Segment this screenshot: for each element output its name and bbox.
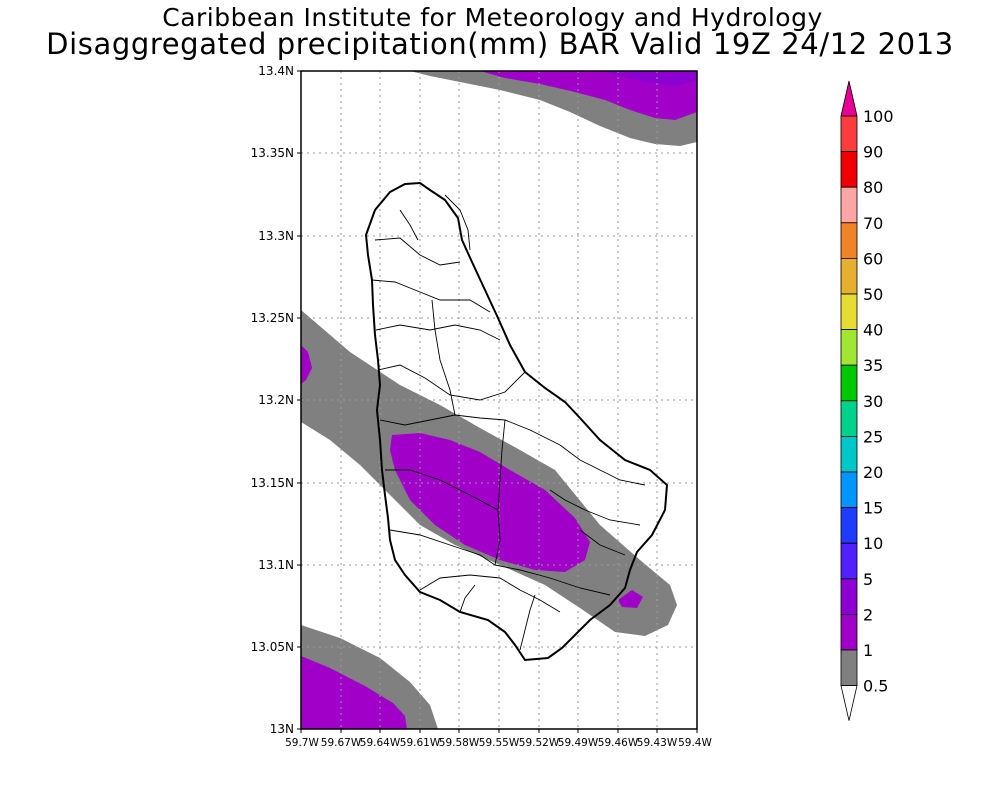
colorbar-label: 40 bbox=[863, 321, 883, 340]
lat-label: 13.2N bbox=[258, 393, 294, 407]
lat-tick-marks bbox=[297, 70, 301, 730]
lon-tick-marks bbox=[300, 729, 698, 733]
lat-label: 13.15N bbox=[251, 476, 294, 490]
precip-shading bbox=[301, 71, 697, 729]
colorbar-segment bbox=[840, 649, 858, 686]
lon-label: 59.67W bbox=[321, 737, 362, 749]
colorbar-segment bbox=[840, 257, 858, 295]
chart-title: Caribbean Institute for Meteorology and … bbox=[162, 3, 823, 32]
lon-label: 59.46W bbox=[598, 737, 639, 749]
colorbar-label: 35 bbox=[863, 356, 883, 375]
lon-label: 59.52W bbox=[519, 737, 560, 749]
colorbar-label: 80 bbox=[863, 178, 883, 197]
precip-band-ne-core bbox=[600, 71, 697, 86]
lon-label: 59.43W bbox=[637, 737, 678, 749]
precip-band-west-spot bbox=[301, 345, 312, 384]
lon-label: 59.55W bbox=[479, 737, 520, 749]
colorbar-segment bbox=[840, 471, 858, 508]
colorbar-segment bbox=[840, 400, 858, 437]
colorbar-label: 60 bbox=[863, 249, 883, 268]
colorbar-label: 30 bbox=[863, 392, 883, 411]
colorbar-segment bbox=[840, 115, 858, 152]
precip-band-se-spot bbox=[618, 590, 643, 608]
colorbar-label: 15 bbox=[863, 499, 883, 518]
colorbar-segment bbox=[840, 435, 858, 473]
colorbar-label: 2 bbox=[863, 605, 873, 624]
chart-subtitle: Disaggregated precipitation(mm) BAR Vali… bbox=[46, 27, 954, 61]
colorbar-label: 20 bbox=[863, 463, 883, 482]
colorbar-segment bbox=[840, 222, 858, 259]
colorbar-label: 0.5 bbox=[863, 677, 888, 696]
lon-label: 59.49W bbox=[558, 737, 599, 749]
precip-band-ne-heavy bbox=[480, 71, 697, 120]
lat-label: 13.3N bbox=[258, 229, 294, 243]
colorbar-segment bbox=[840, 329, 858, 366]
lon-label: 59.58W bbox=[439, 737, 480, 749]
colorbar-label: 70 bbox=[863, 214, 883, 233]
colorbar-label: 50 bbox=[863, 285, 883, 304]
lon-label: 59.64W bbox=[360, 737, 401, 749]
lon-label: 59.7W bbox=[285, 737, 319, 749]
colorbar-top-triangle bbox=[840, 80, 858, 117]
colorbar-segment bbox=[840, 507, 858, 544]
colorbar-label: 5 bbox=[863, 570, 873, 589]
colorbar-segment bbox=[840, 293, 858, 330]
lat-label: 13.05N bbox=[251, 640, 294, 654]
lat-label: 13.35N bbox=[251, 146, 294, 160]
colorbar-bottom-triangle bbox=[840, 685, 858, 721]
lon-label: 59.61W bbox=[400, 737, 441, 749]
lat-label: 13.25N bbox=[251, 311, 294, 325]
lat-label: 13N bbox=[270, 722, 294, 736]
colorbar-label: 10 bbox=[863, 534, 883, 553]
island-interior-boundaries bbox=[371, 194, 646, 651]
map-gridlines bbox=[301, 71, 697, 729]
lat-label: 13.4N bbox=[258, 64, 294, 78]
island-outline bbox=[364, 181, 669, 662]
lat-label: 13.1N bbox=[258, 558, 294, 572]
colorbar-label: 1 bbox=[863, 641, 873, 660]
lon-label: 59.4W bbox=[678, 737, 712, 749]
colorbar-label: 25 bbox=[863, 427, 883, 446]
colorbar-segment bbox=[840, 578, 858, 615]
colorbar-label: 100 bbox=[863, 107, 894, 126]
colorbar-segment bbox=[840, 364, 858, 402]
colorbar-segment bbox=[840, 614, 858, 651]
colorbar-segment bbox=[840, 542, 858, 580]
colorbar-segment bbox=[840, 151, 858, 188]
precip-band-central-heavy bbox=[390, 433, 590, 572]
colorbar: 100 90 80 70 60 50 40 35 30 25 20 15 10 5 2 1 0.5 bbox=[840, 80, 894, 721]
colorbar-label: 90 bbox=[863, 143, 883, 162]
colorbar-segment bbox=[840, 186, 858, 224]
precip-band-sw-heavy bbox=[301, 656, 407, 729]
